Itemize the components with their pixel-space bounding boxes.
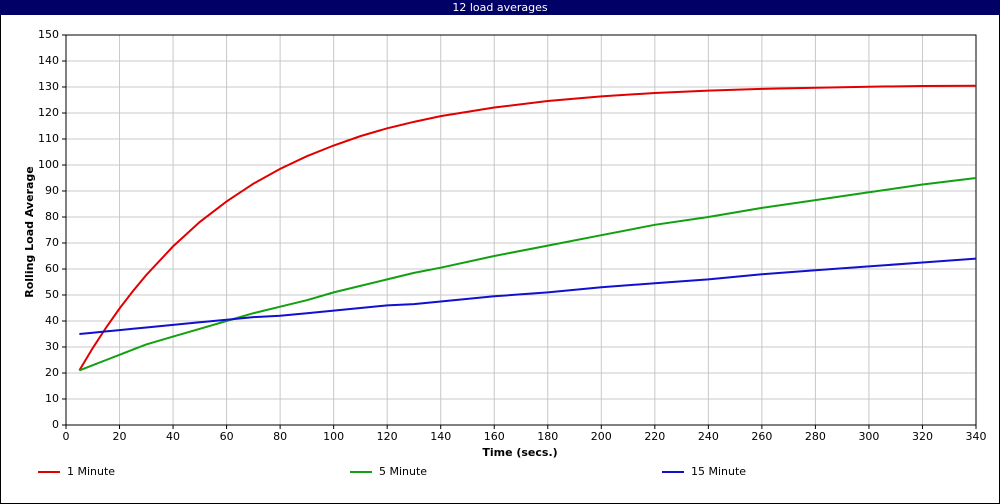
x-tick-label: 100 <box>323 430 344 443</box>
x-tick-label: 20 <box>113 430 127 443</box>
y-tick-label: 20 <box>45 366 59 379</box>
x-tick-label: 60 <box>220 430 234 443</box>
y-tick-label: 40 <box>45 314 59 327</box>
y-tick-label: 150 <box>38 28 59 41</box>
title-bar <box>0 0 1000 15</box>
y-tick-label: 60 <box>45 262 59 275</box>
y-tick-label: 50 <box>45 288 59 301</box>
x-tick-label: 40 <box>166 430 180 443</box>
x-tick-label: 300 <box>858 430 879 443</box>
line-series <box>79 177 977 372</box>
x-tick-label: 180 <box>537 430 558 443</box>
line-series <box>79 257 977 335</box>
legend-label: 1 Minute <box>67 465 115 478</box>
y-tick-label: 0 <box>52 418 59 431</box>
y-tick-label: 110 <box>38 132 59 145</box>
y-tick-label: 130 <box>38 80 59 93</box>
chart-title: 12 load averages <box>452 1 548 14</box>
x-tick-label: 240 <box>698 430 719 443</box>
x-tick-label: 80 <box>273 430 287 443</box>
x-tick-label: 320 <box>912 430 933 443</box>
y-axis-title: Rolling Load Average <box>23 166 36 298</box>
line-series <box>78 84 977 371</box>
y-tick-label: 80 <box>45 210 59 223</box>
plot-area <box>66 35 976 425</box>
legend-label: 15 Minute <box>691 465 746 478</box>
x-axis-title: Time (secs.) <box>482 446 557 459</box>
y-tick-label: 10 <box>45 392 59 405</box>
x-tick-label: 120 <box>377 430 398 443</box>
x-tick-label: 340 <box>966 430 987 443</box>
x-tick-label: 280 <box>805 430 826 443</box>
plot-border <box>65 34 977 426</box>
x-tick-label: 140 <box>430 430 451 443</box>
x-tick-label: 0 <box>63 430 70 443</box>
y-tick-label: 30 <box>45 340 59 353</box>
x-tick-label: 160 <box>484 430 505 443</box>
y-tick-label: 120 <box>38 106 59 119</box>
x-tick-label: 220 <box>644 430 665 443</box>
y-tick-label: 70 <box>45 236 59 249</box>
x-tick-label: 200 <box>591 430 612 443</box>
x-tick-label: 260 <box>751 430 772 443</box>
y-tick-label: 100 <box>38 158 59 171</box>
y-tick-label: 90 <box>45 184 59 197</box>
y-tick-label: 140 <box>38 54 59 67</box>
legend-label: 5 Minute <box>379 465 427 478</box>
